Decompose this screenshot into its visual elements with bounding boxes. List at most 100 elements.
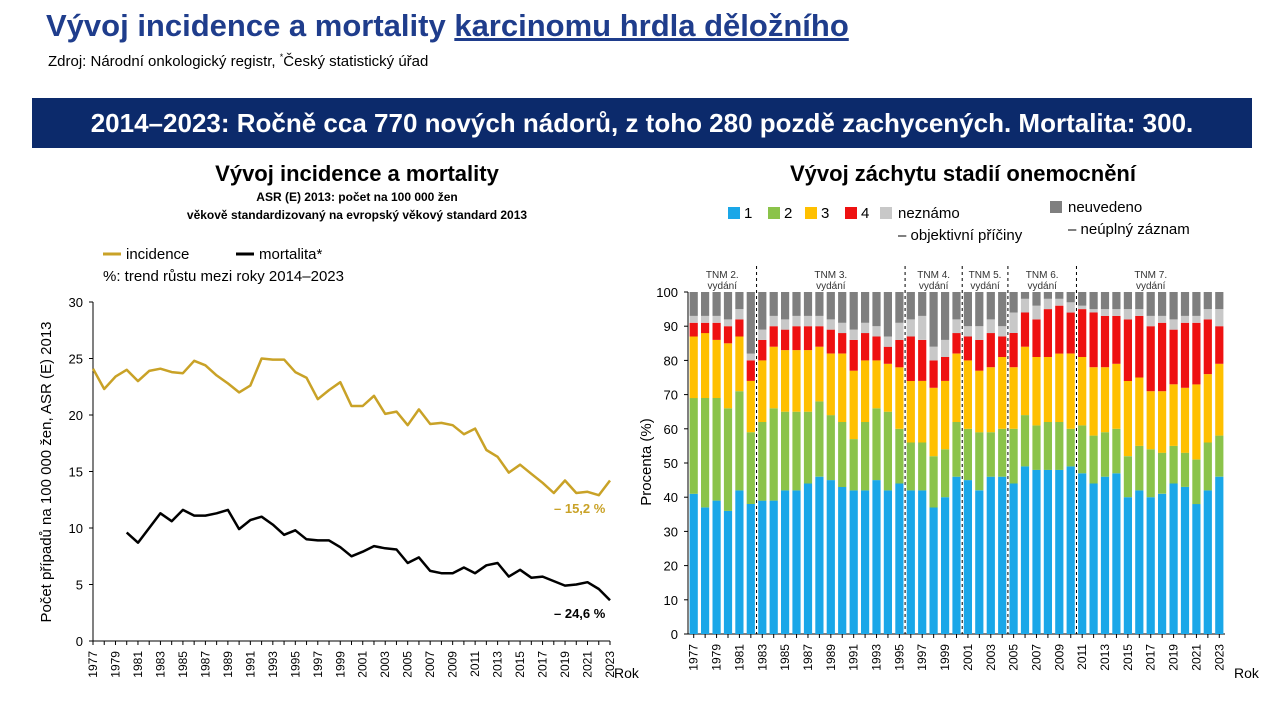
bar-unknown_objective-1978 <box>701 315 710 323</box>
bar-unknown_incomplete-1992 <box>861 292 870 323</box>
bar-chart-x-tick-label: 1977 <box>687 644 701 671</box>
bar-stage4-2000 <box>952 333 961 354</box>
bar-stage1-1993 <box>872 480 881 634</box>
bar-unknown_objective-1992 <box>861 322 870 334</box>
bar-unknown_objective-1982 <box>746 353 755 361</box>
bar-stage2-2006 <box>1020 415 1030 467</box>
bar-stage2-2002 <box>975 432 984 491</box>
bar-unknown_objective-1987 <box>803 315 813 327</box>
bar-stage1-2014 <box>1112 473 1121 634</box>
bar-stage3-2016 <box>1135 377 1144 446</box>
bar-unknown_objective-1977 <box>689 315 698 323</box>
bar-stage4-1987 <box>803 326 813 351</box>
bar-stage1-1992 <box>861 490 870 634</box>
bar-stage4-1997 <box>918 339 927 381</box>
line-chart-x-tick-label: 2011 <box>468 651 482 677</box>
bar-chart-y-tick-label: 100 <box>656 285 678 300</box>
bar-stage1-1995 <box>895 483 904 634</box>
bar-chart-x-tick-label: 1981 <box>732 644 746 671</box>
bar-stage1-2009 <box>1055 469 1064 634</box>
line-chart-x-tick-label: 2023 <box>603 651 617 678</box>
bar-unknown_objective-2004 <box>998 326 1007 337</box>
legend-label-unknown_objective-2: – objektivní příčiny <box>898 227 1023 244</box>
bar-stage3-1997 <box>918 380 927 443</box>
edition-label-line1: TNM 4. <box>917 270 950 281</box>
edition-label-line1: TNM 2. <box>706 270 739 281</box>
bar-stage3-2000 <box>952 353 961 422</box>
bar-stage3-2009 <box>1055 353 1064 422</box>
bar-stage4-2023 <box>1215 326 1224 364</box>
line-chart-x-tick-label: 2007 <box>423 651 437 678</box>
edition-label-line1: TNM 3. <box>814 270 847 281</box>
bar-stage1-1986 <box>792 490 801 634</box>
line-chart-title: Vývoj incidence a mortality <box>215 161 499 186</box>
bar-chart-y-tick-label: 40 <box>664 490 678 505</box>
bar-chart-x-tick-label: 1985 <box>778 644 792 671</box>
line-chart-x-tick-label: 2019 <box>558 651 572 678</box>
bar-stage1-1998 <box>929 507 938 634</box>
bar-unknown_incomplete-2016 <box>1135 292 1144 310</box>
bar-unknown_incomplete-1980 <box>723 292 733 320</box>
bar-stage4-2001 <box>963 336 972 361</box>
bar-unknown_objective-2015 <box>1123 309 1132 320</box>
bar-unknown_objective-2016 <box>1135 309 1144 316</box>
bar-chart-y-tick-label: 60 <box>664 422 678 437</box>
bar-unknown_incomplete-2004 <box>998 292 1007 327</box>
bar-stage3-2012 <box>1089 367 1098 436</box>
bar-stage1-2023 <box>1215 476 1224 634</box>
bar-unknown_objective-2010 <box>1066 302 1075 313</box>
bar-stage4-1994 <box>883 346 892 364</box>
bar-stage1-1977 <box>689 493 698 634</box>
bar-stage2-1985 <box>781 411 790 491</box>
bar-chart-title: Vývoj záchytu stadií onemocnění <box>790 161 1137 186</box>
bar-unknown_objective-2013 <box>1100 309 1110 316</box>
bar-chart-x-tick-label: 2007 <box>1029 644 1043 671</box>
bar-stage2-1989 <box>826 415 835 481</box>
bar-chart-x-tick-label: 1995 <box>892 644 906 671</box>
bar-stage3-2007 <box>1032 357 1041 426</box>
bar-unknown_incomplete-1997 <box>918 292 927 316</box>
bar-stage3-2010 <box>1066 353 1075 429</box>
bar-stage3-2005 <box>1009 367 1018 429</box>
bar-chart-x-tick-label: 2021 <box>1189 644 1203 671</box>
bar-stage1-1983 <box>758 500 767 634</box>
bar-stage4-1981 <box>735 319 744 337</box>
bar-stage2-2000 <box>952 422 961 477</box>
bar-stage3-2001 <box>963 360 972 429</box>
bar-stage1-2011 <box>1078 473 1087 634</box>
bar-chart-y-tick-label: 30 <box>664 524 678 539</box>
bar-unknown_incomplete-1977 <box>689 292 698 316</box>
bar-stage4-2007 <box>1032 319 1041 357</box>
legend-label-stage4: 4 <box>861 205 869 222</box>
bar-stage1-2017 <box>1146 497 1155 634</box>
incidence-trend-label: – 15,2 % <box>554 501 606 516</box>
line-chart-x-tick-label: 1987 <box>198 651 212 678</box>
legend-incidence-label: incidence <box>126 246 189 263</box>
line-chart-x-tick-label: 2005 <box>401 651 415 678</box>
bar-stage3-1994 <box>883 363 892 412</box>
bar-stage4-2009 <box>1055 305 1064 354</box>
bar-unknown_objective-2017 <box>1146 315 1155 327</box>
bar-unknown_incomplete-2007 <box>1032 292 1041 306</box>
bar-stage4-1989 <box>826 329 835 354</box>
bar-stage1-1982 <box>746 504 755 634</box>
line-chart-x-tick-label: 1999 <box>333 651 347 678</box>
bar-stage2-2003 <box>986 432 995 477</box>
title-link[interactable]: karcinomu hrdla děložního <box>454 8 849 43</box>
legend-label-stage1: 1 <box>744 205 752 222</box>
line-chart-y-label: Počet případů na 100 000 žen, ASR (E) 20… <box>38 321 55 622</box>
bar-stage1-1984 <box>769 500 778 634</box>
bar-stage4-2005 <box>1009 333 1018 368</box>
bar-unknown_objective-2008 <box>1043 298 1052 310</box>
line-chart-x-tick-label: 2013 <box>491 651 505 678</box>
bar-stage2-2004 <box>998 428 1007 477</box>
line-chart-subtitle1: ASR (E) 2013: počet na 100 000 žen <box>256 190 457 204</box>
bar-stage1-2019 <box>1169 483 1178 634</box>
bar-stage3-2002 <box>975 370 984 433</box>
bar-stage2-1991 <box>849 439 858 491</box>
bar-unknown_incomplete-2006 <box>1020 292 1030 299</box>
bar-stage3-1982 <box>746 380 755 433</box>
bar-unknown_incomplete-1996 <box>906 292 915 320</box>
legend-swatch-stage2 <box>768 207 780 219</box>
bar-unknown_objective-1990 <box>838 322 847 334</box>
